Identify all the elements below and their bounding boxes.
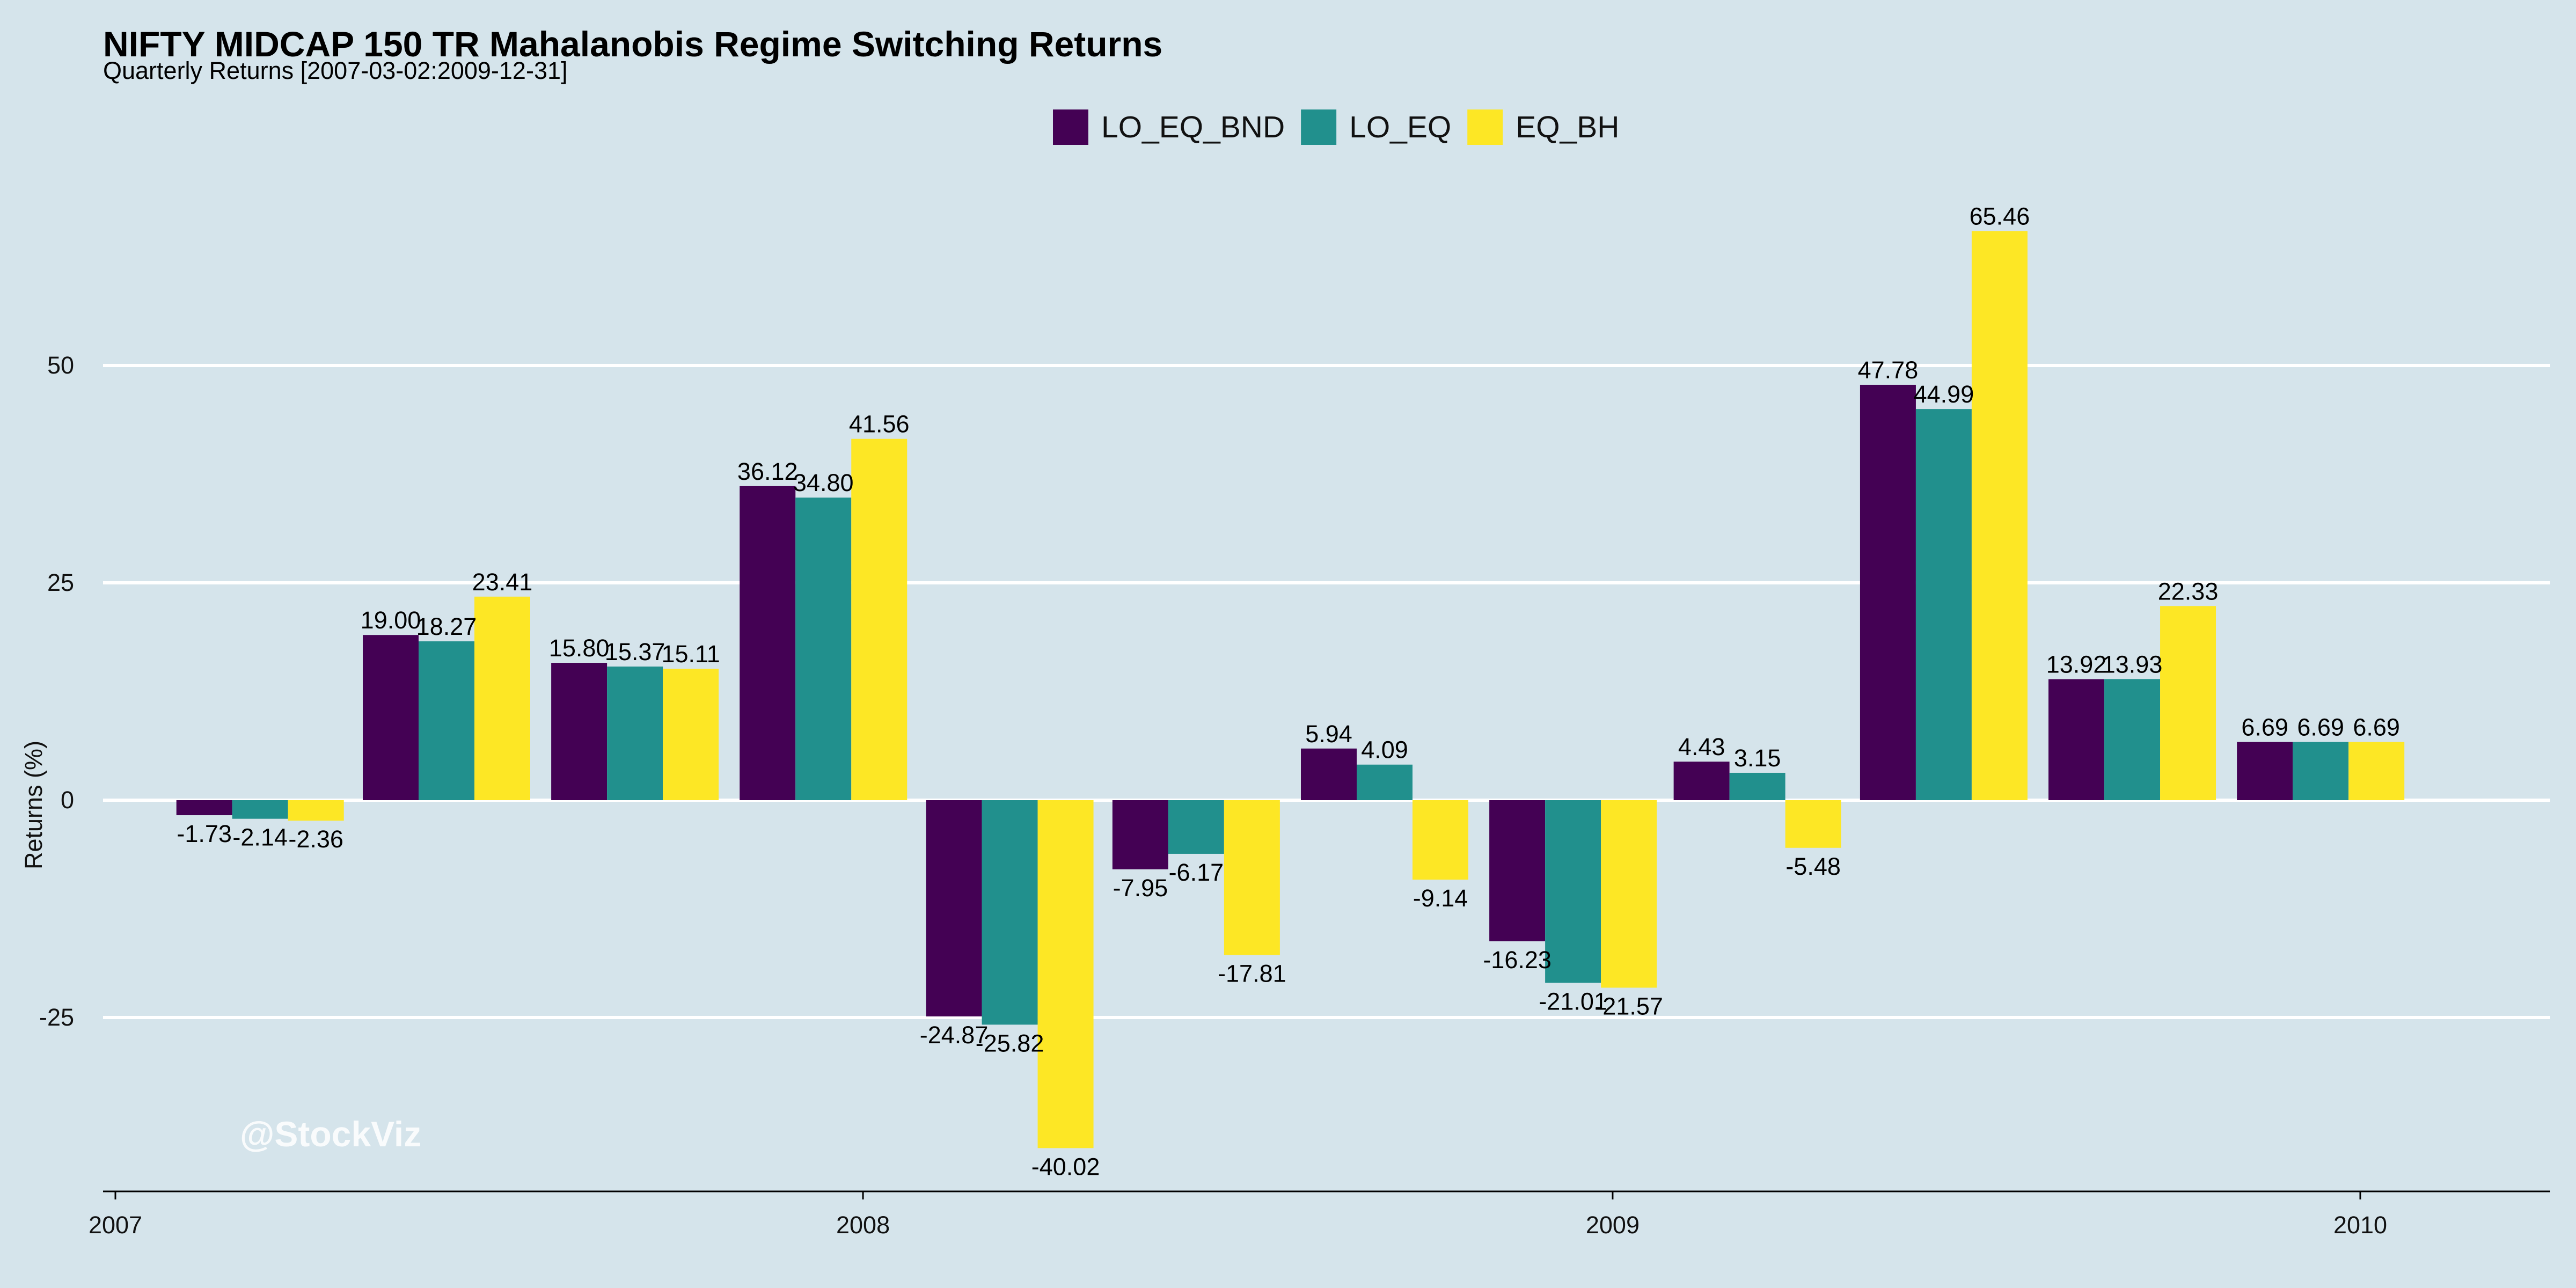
bar-lo-eq-bnd: [740, 486, 796, 800]
data-label: -5.48: [1785, 853, 1841, 880]
bar-lo-eq: [1729, 772, 1785, 800]
bar-eq-bh: [1037, 800, 1094, 1148]
watermark: @StockViz: [240, 1114, 421, 1154]
bar-eq-bh: [1412, 800, 1468, 880]
bar-lo-eq-bnd: [1489, 800, 1546, 941]
data-label: 22.33: [2158, 577, 2219, 605]
bar-lo-eq-bnd: [1112, 800, 1168, 869]
data-label: -17.81: [1218, 960, 1286, 987]
data-label: 15.80: [549, 634, 610, 662]
data-label: 4.43: [1678, 733, 1725, 760]
bar-eq-bh: [1785, 800, 1841, 848]
data-label: -25.82: [976, 1029, 1044, 1057]
bar-lo-eq: [607, 667, 663, 800]
bar-lo-eq-bnd: [1673, 762, 1730, 800]
bar-lo-eq: [2293, 742, 2349, 800]
bar-eq-bh: [1224, 800, 1280, 955]
data-label: 65.46: [1970, 203, 2030, 230]
x-tick-label: 2008: [836, 1211, 890, 1239]
data-label: -40.02: [1031, 1153, 1100, 1180]
bar-lo-eq: [1168, 800, 1224, 854]
data-label: 6.69: [2353, 714, 2400, 741]
bar-lo-eq: [1356, 764, 1413, 800]
x-tick-label: 2010: [2333, 1211, 2387, 1239]
y-axis-ticks: -25 0 25 50: [39, 352, 74, 1031]
bar-lo-eq-bnd: [2237, 742, 2293, 800]
data-label: 23.41: [472, 568, 533, 596]
data-label: -6.17: [1169, 859, 1224, 886]
bar-lo-eq: [1915, 409, 1972, 800]
legend-swatch: [1053, 109, 1088, 145]
bar-lo-eq-bnd: [926, 800, 982, 1016]
y-tick-label: 50: [47, 352, 74, 379]
data-label: 19.00: [361, 606, 421, 634]
bar-eq-bh: [1971, 231, 2028, 801]
bar-lo-eq-bnd: [551, 663, 608, 800]
legend-label: EQ_BH: [1516, 110, 1619, 144]
data-label: 18.27: [416, 613, 477, 640]
legend-label: LO_EQ: [1349, 110, 1451, 144]
data-label: 36.12: [737, 458, 798, 485]
y-tick-label: 0: [61, 786, 74, 814]
data-label: 47.78: [1858, 356, 1919, 384]
legend-label: LO_EQ_BND: [1101, 110, 1285, 144]
y-axis-title: Returns (%): [20, 741, 47, 869]
bar-lo-eq: [795, 497, 852, 800]
bar-eq-bh: [288, 800, 344, 821]
x-axis: 2007 2008 2009 2010: [89, 1190, 2550, 1239]
data-label: -16.23: [1483, 946, 1552, 974]
data-label: 6.69: [2297, 714, 2344, 741]
data-label: 5.94: [1305, 720, 1352, 748]
bar-lo-eq: [232, 800, 288, 819]
data-label: -9.14: [1413, 884, 1468, 912]
legend: LO_EQ_BND LO_EQ EQ_BH: [1053, 109, 1619, 145]
x-tick-label: 2009: [1586, 1211, 1640, 1239]
data-label: 44.99: [1914, 380, 1974, 408]
bars: [176, 231, 2405, 1148]
bar-eq-bh: [2160, 606, 2216, 800]
data-label: 13.93: [2102, 650, 2163, 678]
data-label: -2.36: [288, 825, 343, 853]
data-label: 34.80: [793, 469, 854, 496]
x-tick-label: 2007: [89, 1211, 142, 1239]
bar-lo-eq: [418, 641, 474, 800]
bar-lo-eq-bnd: [2048, 679, 2105, 800]
chart-title: NIFTY MIDCAP 150 TR Mahalanobis Regime S…: [103, 24, 1162, 64]
data-label: -21.01: [1539, 987, 1607, 1015]
bar-lo-eq-bnd: [1860, 384, 1916, 800]
data-label: 41.56: [849, 411, 910, 438]
data-label: 13.92: [2046, 650, 2107, 678]
bar-lo-eq: [1545, 800, 1601, 983]
y-tick-label: -25: [39, 1004, 74, 1031]
bar-lo-eq: [2104, 679, 2161, 800]
data-label: -1.73: [177, 820, 232, 847]
chart-subtitle: Quarterly Returns [2007-03-02:2009-12-31…: [103, 57, 568, 84]
legend-swatch: [1301, 109, 1337, 145]
data-label: -21.57: [1594, 992, 1663, 1020]
bar-eq-bh: [851, 438, 908, 800]
bar-lo-eq-bnd: [176, 800, 232, 816]
bar-eq-bh: [1601, 800, 1657, 988]
data-label: 15.37: [605, 638, 665, 665]
data-label: 15.11: [661, 640, 720, 668]
data-label: 4.09: [1361, 736, 1408, 764]
data-label: 6.69: [2241, 714, 2288, 741]
bar-lo-eq-bnd: [362, 635, 419, 800]
bar-lo-eq-bnd: [1300, 748, 1357, 800]
bar-eq-bh: [2348, 742, 2405, 800]
y-tick-label: 25: [47, 569, 74, 596]
bar-lo-eq: [982, 800, 1038, 1025]
bar-eq-bh: [663, 669, 719, 800]
legend-swatch: [1467, 109, 1503, 145]
data-label: -2.14: [232, 824, 288, 851]
data-label: 3.15: [1734, 744, 1781, 772]
bar-eq-bh: [474, 596, 530, 800]
data-label: -24.87: [920, 1021, 989, 1049]
data-label: -7.95: [1113, 874, 1168, 902]
